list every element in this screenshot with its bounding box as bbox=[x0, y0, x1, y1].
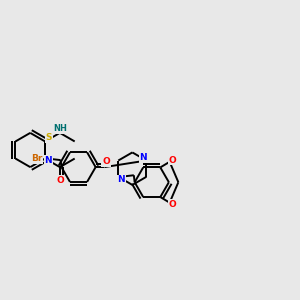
Text: N: N bbox=[140, 153, 147, 162]
Text: O: O bbox=[169, 200, 177, 209]
Text: O: O bbox=[102, 157, 110, 166]
Text: NH: NH bbox=[53, 124, 67, 133]
Text: S: S bbox=[46, 133, 52, 142]
Text: O: O bbox=[56, 176, 64, 185]
Text: O: O bbox=[169, 156, 177, 165]
Text: N: N bbox=[118, 176, 125, 184]
Text: Br: Br bbox=[31, 154, 42, 163]
Text: N: N bbox=[44, 156, 52, 165]
